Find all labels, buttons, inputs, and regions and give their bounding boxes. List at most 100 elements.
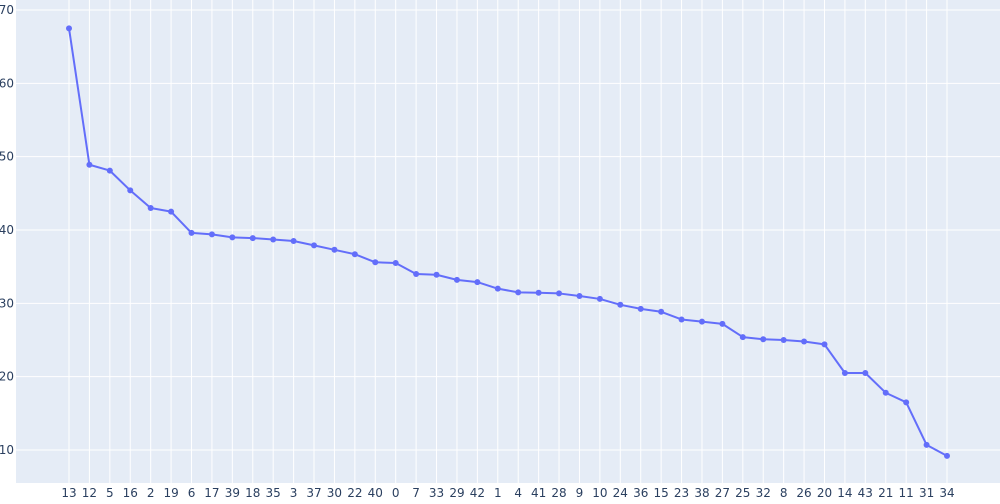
x-tick-label: 27 — [715, 486, 730, 500]
plot-background — [16, 0, 1000, 483]
x-tick-label: 33 — [429, 486, 444, 500]
data-point — [596, 295, 603, 302]
data-point — [576, 293, 583, 299]
data-point — [168, 208, 175, 215]
data-point — [270, 236, 277, 243]
x-tick-label: 10 — [592, 486, 607, 500]
data-point — [106, 167, 113, 174]
data-point — [351, 251, 358, 258]
data-point — [494, 285, 501, 292]
x-tick-label: 20 — [817, 486, 832, 500]
data-point — [372, 259, 379, 266]
data-point — [617, 301, 624, 308]
y-tick-labels: 10 20 30 40 50 60 70 — [0, 3, 14, 457]
data-point — [801, 338, 808, 345]
data-point — [821, 341, 828, 348]
data-point — [66, 25, 72, 32]
data-point — [862, 370, 869, 376]
x-tick-label: 6 — [188, 486, 196, 500]
data-point — [556, 290, 563, 297]
x-tick-label: 2 — [147, 486, 155, 500]
x-tick-label: 5 — [106, 486, 114, 500]
x-tick-label: 25 — [735, 486, 750, 500]
y-gridlines — [16, 9, 1000, 451]
x-tick-label: 21 — [878, 486, 893, 500]
x-tick-label: 29 — [449, 486, 464, 500]
x-tick-labels: 13 12 5 16 2 19 6 17 39 18 35 3 37 30 22 40 0 7 33 29 42 1 4 41… — [61, 486, 954, 500]
x-tick-label: 40 — [368, 486, 383, 500]
data-point — [127, 187, 134, 194]
data-point — [433, 271, 440, 278]
x-tick-label: 24 — [613, 486, 628, 500]
data-point — [413, 271, 420, 277]
data-point — [780, 337, 787, 343]
y-tick-label: 20 — [0, 370, 14, 384]
data-point — [719, 320, 726, 327]
data-point — [208, 231, 215, 238]
x-tick-label: 1 — [494, 486, 502, 500]
x-tick-label: 7 — [412, 486, 420, 500]
data-point — [453, 276, 460, 283]
data-point — [903, 399, 910, 406]
x-tick-label: 22 — [347, 486, 362, 500]
data-point — [515, 289, 522, 296]
x-tick-label: 32 — [756, 486, 771, 500]
data-point — [739, 334, 746, 341]
x-tick-label: 17 — [204, 486, 219, 500]
y-tick-label: 60 — [0, 76, 14, 90]
x-tick-label: 26 — [796, 486, 811, 500]
y-tick-label: 70 — [0, 3, 14, 17]
x-tick-label: 14 — [837, 486, 852, 500]
data-point — [331, 246, 338, 253]
y-tick-label: 40 — [0, 223, 14, 237]
x-tick-label: 34 — [939, 486, 954, 500]
x-tick-label: 35 — [266, 486, 281, 500]
x-tick-label: 39 — [225, 486, 240, 500]
data-point — [311, 242, 318, 249]
x-tick-label: 12 — [82, 486, 97, 500]
x-tick-label: 23 — [674, 486, 689, 500]
data-point — [658, 308, 665, 315]
data-point — [678, 316, 685, 323]
x-tick-label: 15 — [653, 486, 668, 500]
x-tick-label: 9 — [576, 486, 584, 500]
x-tick-label: 30 — [327, 486, 342, 500]
data-point — [249, 235, 256, 242]
y-tick-label: 30 — [0, 296, 14, 310]
data-point — [290, 238, 297, 244]
x-tick-label: 38 — [694, 486, 709, 500]
y-tick-label: 50 — [0, 150, 14, 164]
data-point — [535, 289, 542, 296]
data-point — [944, 452, 950, 459]
x-tick-label: 41 — [531, 486, 546, 500]
data-point — [147, 205, 154, 211]
x-tick-label: 43 — [858, 486, 873, 500]
y-tick-label: 10 — [0, 443, 14, 457]
x-tick-label: 4 — [514, 486, 522, 500]
x-gridlines — [68, 0, 948, 483]
x-tick-label: 36 — [633, 486, 648, 500]
x-tick-label: 31 — [919, 486, 934, 500]
data-point — [698, 318, 705, 325]
x-tick-label: 42 — [470, 486, 485, 500]
data-point — [923, 441, 930, 448]
x-tick-label: 28 — [551, 486, 566, 500]
data-point — [841, 370, 848, 376]
x-tick-label: 13 — [61, 486, 76, 500]
data-point — [760, 336, 767, 343]
data-point — [474, 279, 481, 286]
x-tick-label: 18 — [245, 486, 260, 500]
data-point — [637, 305, 644, 312]
x-tick-label: 37 — [306, 486, 321, 500]
x-tick-label: 11 — [899, 486, 914, 500]
data-point — [392, 260, 399, 266]
x-tick-label: 0 — [392, 486, 400, 500]
series-points — [66, 25, 950, 459]
data-point — [86, 161, 93, 168]
x-tick-label: 19 — [163, 486, 178, 500]
x-tick-label: 16 — [123, 486, 138, 500]
data-point — [882, 389, 889, 396]
x-tick-label: 8 — [780, 486, 788, 500]
